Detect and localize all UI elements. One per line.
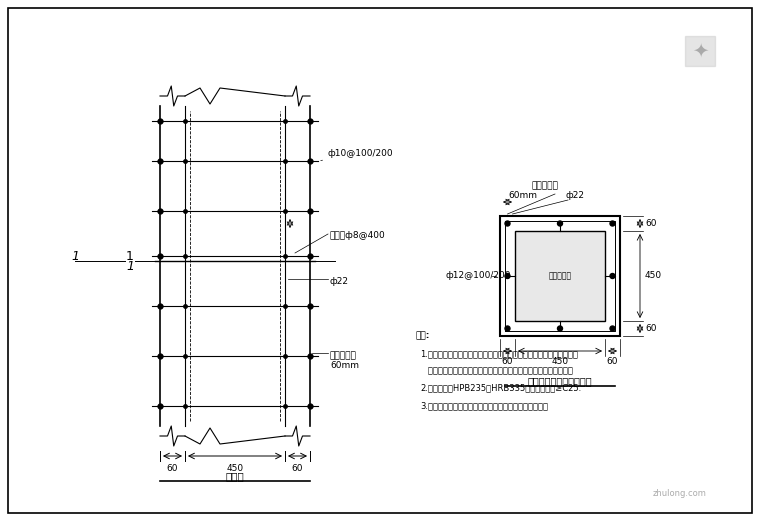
- Text: 450: 450: [645, 271, 662, 280]
- Text: 说明:: 说明:: [415, 331, 429, 340]
- Text: 60: 60: [292, 464, 303, 473]
- Text: 2.材料：纵筋HPB235及HRB335，混凝土标号≥C25.: 2.材料：纵筋HPB235及HRB335，混凝土标号≥C25.: [420, 383, 581, 392]
- Text: ф22: ф22: [330, 277, 349, 286]
- Text: 凡余加固方法采用切割混凝土柱补大截面法，局部也使用粘贴法。: 凡余加固方法采用切割混凝土柱补大截面法，局部也使用粘贴法。: [420, 366, 573, 375]
- Circle shape: [505, 221, 510, 226]
- Text: 柱增大截面加固示意节点: 柱增大截面加固示意节点: [527, 376, 592, 386]
- Text: 60: 60: [166, 464, 179, 473]
- Text: ф10@100/200: ф10@100/200: [321, 149, 394, 160]
- Text: 1: 1: [126, 259, 134, 272]
- Circle shape: [505, 326, 510, 331]
- Bar: [515, 231, 605, 321]
- Text: 拉结筋ф8@400: 拉结筋ф8@400: [330, 231, 386, 241]
- Text: 喷射混凝土: 喷射混凝土: [531, 181, 559, 190]
- Text: 喷射混凝土: 喷射混凝土: [330, 352, 357, 361]
- Text: ф12@100/200: ф12@100/200: [445, 271, 511, 280]
- Bar: [500, 216, 620, 336]
- Text: 450: 450: [552, 357, 568, 366]
- Text: 60: 60: [606, 357, 618, 366]
- Text: 60: 60: [645, 324, 657, 333]
- Text: 1: 1: [71, 250, 79, 263]
- Text: zhulong.com: zhulong.com: [653, 489, 707, 498]
- Circle shape: [610, 326, 615, 331]
- Text: 60mm: 60mm: [330, 362, 359, 370]
- Text: 60mm: 60mm: [508, 191, 537, 200]
- Text: 原混凝土柱: 原混凝土柱: [549, 271, 572, 280]
- Text: 1.由于上部荷载的存在及生产化，凿除混凝土，置钢筋均须分批进行。: 1.由于上部荷载的存在及生产化，凿除混凝土，置钢筋均须分批进行。: [420, 349, 578, 358]
- Text: 60: 60: [645, 219, 657, 228]
- Text: 60: 60: [502, 357, 513, 366]
- Text: 柱加固: 柱加固: [226, 471, 245, 481]
- Text: ф22: ф22: [565, 191, 584, 200]
- Text: ✦: ✦: [692, 42, 708, 60]
- Circle shape: [558, 221, 562, 226]
- Circle shape: [558, 326, 562, 331]
- Circle shape: [610, 221, 615, 226]
- Circle shape: [610, 274, 615, 279]
- Text: 1: 1: [126, 250, 134, 263]
- Circle shape: [505, 274, 510, 279]
- Text: 3.施工应结具有丰富专题加固施工专业的专业公司总包。: 3.施工应结具有丰富专题加固施工专业的专业公司总包。: [420, 401, 548, 410]
- Text: 450: 450: [226, 464, 243, 473]
